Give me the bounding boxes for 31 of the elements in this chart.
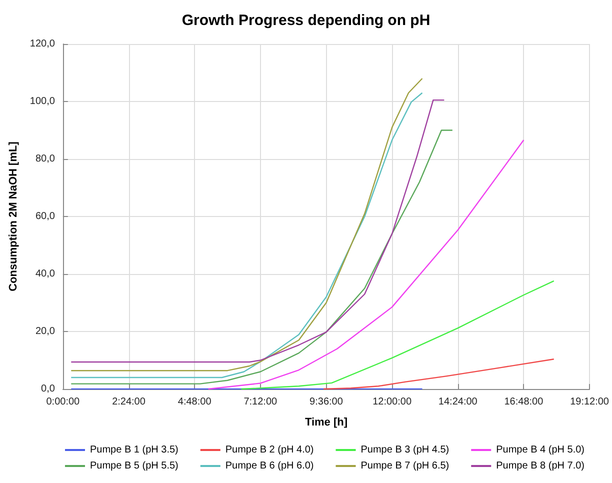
legend-label: Pumpe B 5 (pH 5.5) <box>90 460 178 472</box>
legend-label: Pumpe B 1 (pH 3.5) <box>90 444 178 456</box>
legend-label: Pumpe B 3 (pH 4.5) <box>360 444 450 456</box>
y-tick-label: 40,0 <box>35 268 56 280</box>
y-tick-label: 80,0 <box>35 154 56 164</box>
y-tick-label: 0,0 <box>41 384 56 394</box>
y-axis-title: Consumption 2M NaOH [mL] <box>8 141 20 292</box>
legend-label: Pumpe B 2 (pH 4.0) <box>225 444 314 456</box>
y-tick-label: 60,0 <box>35 211 56 222</box>
x-tick-label: 14:24:00 <box>438 396 478 408</box>
line-series <box>70 130 453 384</box>
x-tick-label: 16:48:00 <box>504 396 544 408</box>
y-tick-label: 120,0 <box>30 38 56 50</box>
chart-title: Growth Progress depending on pH <box>182 12 430 29</box>
x-tick-label: 9:36:00 <box>310 396 344 408</box>
y-tick-label: 100,0 <box>30 96 56 107</box>
x-tick-label: 19:12:00 <box>570 396 610 408</box>
legend-label: Pumpe B 8 (pH 7.0) <box>496 460 584 472</box>
line-series <box>240 280 554 390</box>
line-series <box>322 358 554 390</box>
x-axis-title: Time [h] <box>304 416 348 428</box>
legend-label: Pumpe B 6 (pH 6.0) <box>225 460 314 472</box>
line-series <box>208 139 524 390</box>
x-tick-label: 4:48:00 <box>178 396 212 408</box>
x-tick-label: 0:00:00 <box>46 396 80 408</box>
y-tick-label: 20,0 <box>35 326 56 337</box>
x-tick-label: 7:12:00 <box>244 396 278 408</box>
legend-label: Pumpe B 4 (pH 5.0) <box>496 444 584 456</box>
legend-label: Pumpe B 7 (pH 6.5) <box>360 460 450 472</box>
x-tick-label: 12:00:00 <box>372 396 412 408</box>
x-tick-label: 2:24:00 <box>112 396 146 408</box>
